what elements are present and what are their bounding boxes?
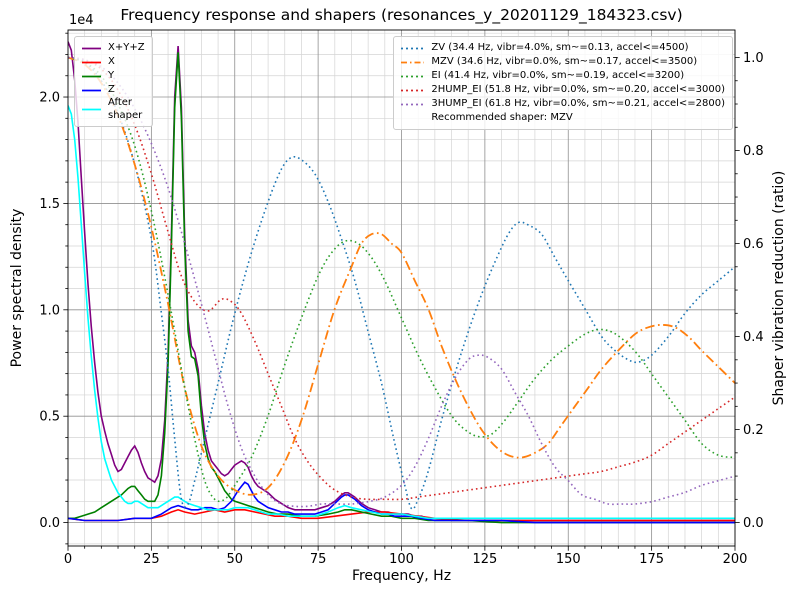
legend-key-line <box>401 89 425 91</box>
legend-label: 3HUMP_EI (61.8 Hz, vibr=0.0%, sm~=0.21, … <box>431 97 725 109</box>
legend-label: After shaper <box>108 97 143 121</box>
series-line-3hump-ei <box>68 56 735 508</box>
legend-label: Y <box>108 69 115 81</box>
y-right-tick-label: 0.8 <box>743 144 764 159</box>
legend-row: X+Y+Z <box>81 41 145 55</box>
legend-key-line <box>82 89 101 91</box>
legend-key-line <box>82 61 101 63</box>
y-left-tick-label: 0.0 <box>39 516 60 531</box>
legend-key-line <box>82 108 101 111</box>
legend-row: Recommended shaper: MZV <box>400 111 725 125</box>
legend-row: ZV (34.4 Hz, vibr=4.0%, sm~=0.13, accel<… <box>400 41 725 55</box>
x-tick-label: 50 <box>226 552 243 567</box>
y-left-tick-label: 0.5 <box>39 410 60 425</box>
series-group <box>68 41 735 524</box>
legend-row: 2HUMP_EI (51.8 Hz, vibr=0.0%, sm~=0.20, … <box>400 83 725 97</box>
x-tick-label: 175 <box>639 552 664 567</box>
y-left-tick-label: 1.5 <box>39 197 60 212</box>
series-line-y <box>68 52 735 524</box>
legend-label: 2HUMP_EI (51.8 Hz, vibr=0.0%, sm~=0.20, … <box>431 83 725 95</box>
legend-key-line <box>401 75 425 77</box>
legend-key-line <box>82 47 101 49</box>
legend-key-spacer <box>400 118 425 119</box>
shaper-legend: ZV (34.4 Hz, vibr=4.0%, sm~=0.13, accel<… <box>393 36 733 130</box>
legend-row: X <box>81 55 145 69</box>
x-tick-label: 0 <box>64 552 72 567</box>
y-axis-label-right: Shaper vibration reduction (ratio) <box>771 170 787 406</box>
legend-label: ZV (34.4 Hz, vibr=4.0%, sm~=0.13, accel<… <box>431 41 689 53</box>
legend-row: Z <box>81 83 145 97</box>
legend-row: MZV (34.6 Hz, vibr=0.0%, sm~=0.17, accel… <box>400 55 725 69</box>
legend-key-line <box>401 47 425 49</box>
x-tick-label: 25 <box>143 552 160 567</box>
series-line-mzv <box>68 56 735 496</box>
series-line-z <box>68 481 735 524</box>
y-right-tick-label: 0.0 <box>743 516 764 531</box>
legend-row: After shaper <box>81 97 145 122</box>
x-tick-label: 150 <box>556 552 581 567</box>
y-right-tick-label: 1.0 <box>743 51 764 66</box>
legend-label: X <box>108 55 115 67</box>
y-right-tick-label: 0.4 <box>743 330 764 345</box>
y-right-tick-label: 0.6 <box>743 237 764 252</box>
x-tick-label: 100 <box>389 552 414 567</box>
psd-legend: X+Y+Z X Y Z After shaper <box>74 36 153 127</box>
y-left-offset-text: 1e4 <box>69 13 94 28</box>
recommended-shaper-note: Recommended shaper: MZV <box>431 111 573 123</box>
x-tick-label: 200 <box>723 552 748 567</box>
y-right-tick-label: 0.2 <box>743 423 764 438</box>
x-axis-label: Frequency, Hz <box>351 568 452 584</box>
series-line-ei <box>68 56 735 503</box>
x-tick-label: 75 <box>310 552 327 567</box>
y-left-tick-label: 2.0 <box>39 91 60 106</box>
legend-key-line <box>401 103 425 105</box>
legend-label: X+Y+Z <box>108 41 145 53</box>
y-left-tick-label: 1.0 <box>39 303 60 318</box>
shaper-legend-entries: ZV (34.4 Hz, vibr=4.0%, sm~=0.13, accel<… <box>400 41 725 111</box>
legend-row: Y <box>81 69 145 83</box>
legend-label: MZV (34.6 Hz, vibr=0.0%, sm~=0.17, accel… <box>431 55 698 67</box>
ticks <box>63 32 740 551</box>
legend-row: EI (41.4 Hz, vibr=0.0%, sm~=0.19, accel<… <box>400 69 725 83</box>
chart-title: Frequency response and shapers (resonanc… <box>120 6 683 24</box>
legend-key-line <box>82 75 101 77</box>
legend-key-line <box>401 61 425 63</box>
legend-label: Z <box>108 83 115 95</box>
legend-label: EI (41.4 Hz, vibr=0.0%, sm~=0.19, accel<… <box>431 69 685 81</box>
y-axis-label-left: Power spectral density <box>9 208 25 368</box>
legend-row: 3HUMP_EI (61.8 Hz, vibr=0.0%, sm~=0.21, … <box>400 97 725 111</box>
x-tick-label: 125 <box>472 552 497 567</box>
series-line-x <box>68 508 735 522</box>
series-line-after-shaper <box>68 105 735 520</box>
psd-legend-entries: X+Y+Z X Y Z After shaper <box>81 41 145 122</box>
